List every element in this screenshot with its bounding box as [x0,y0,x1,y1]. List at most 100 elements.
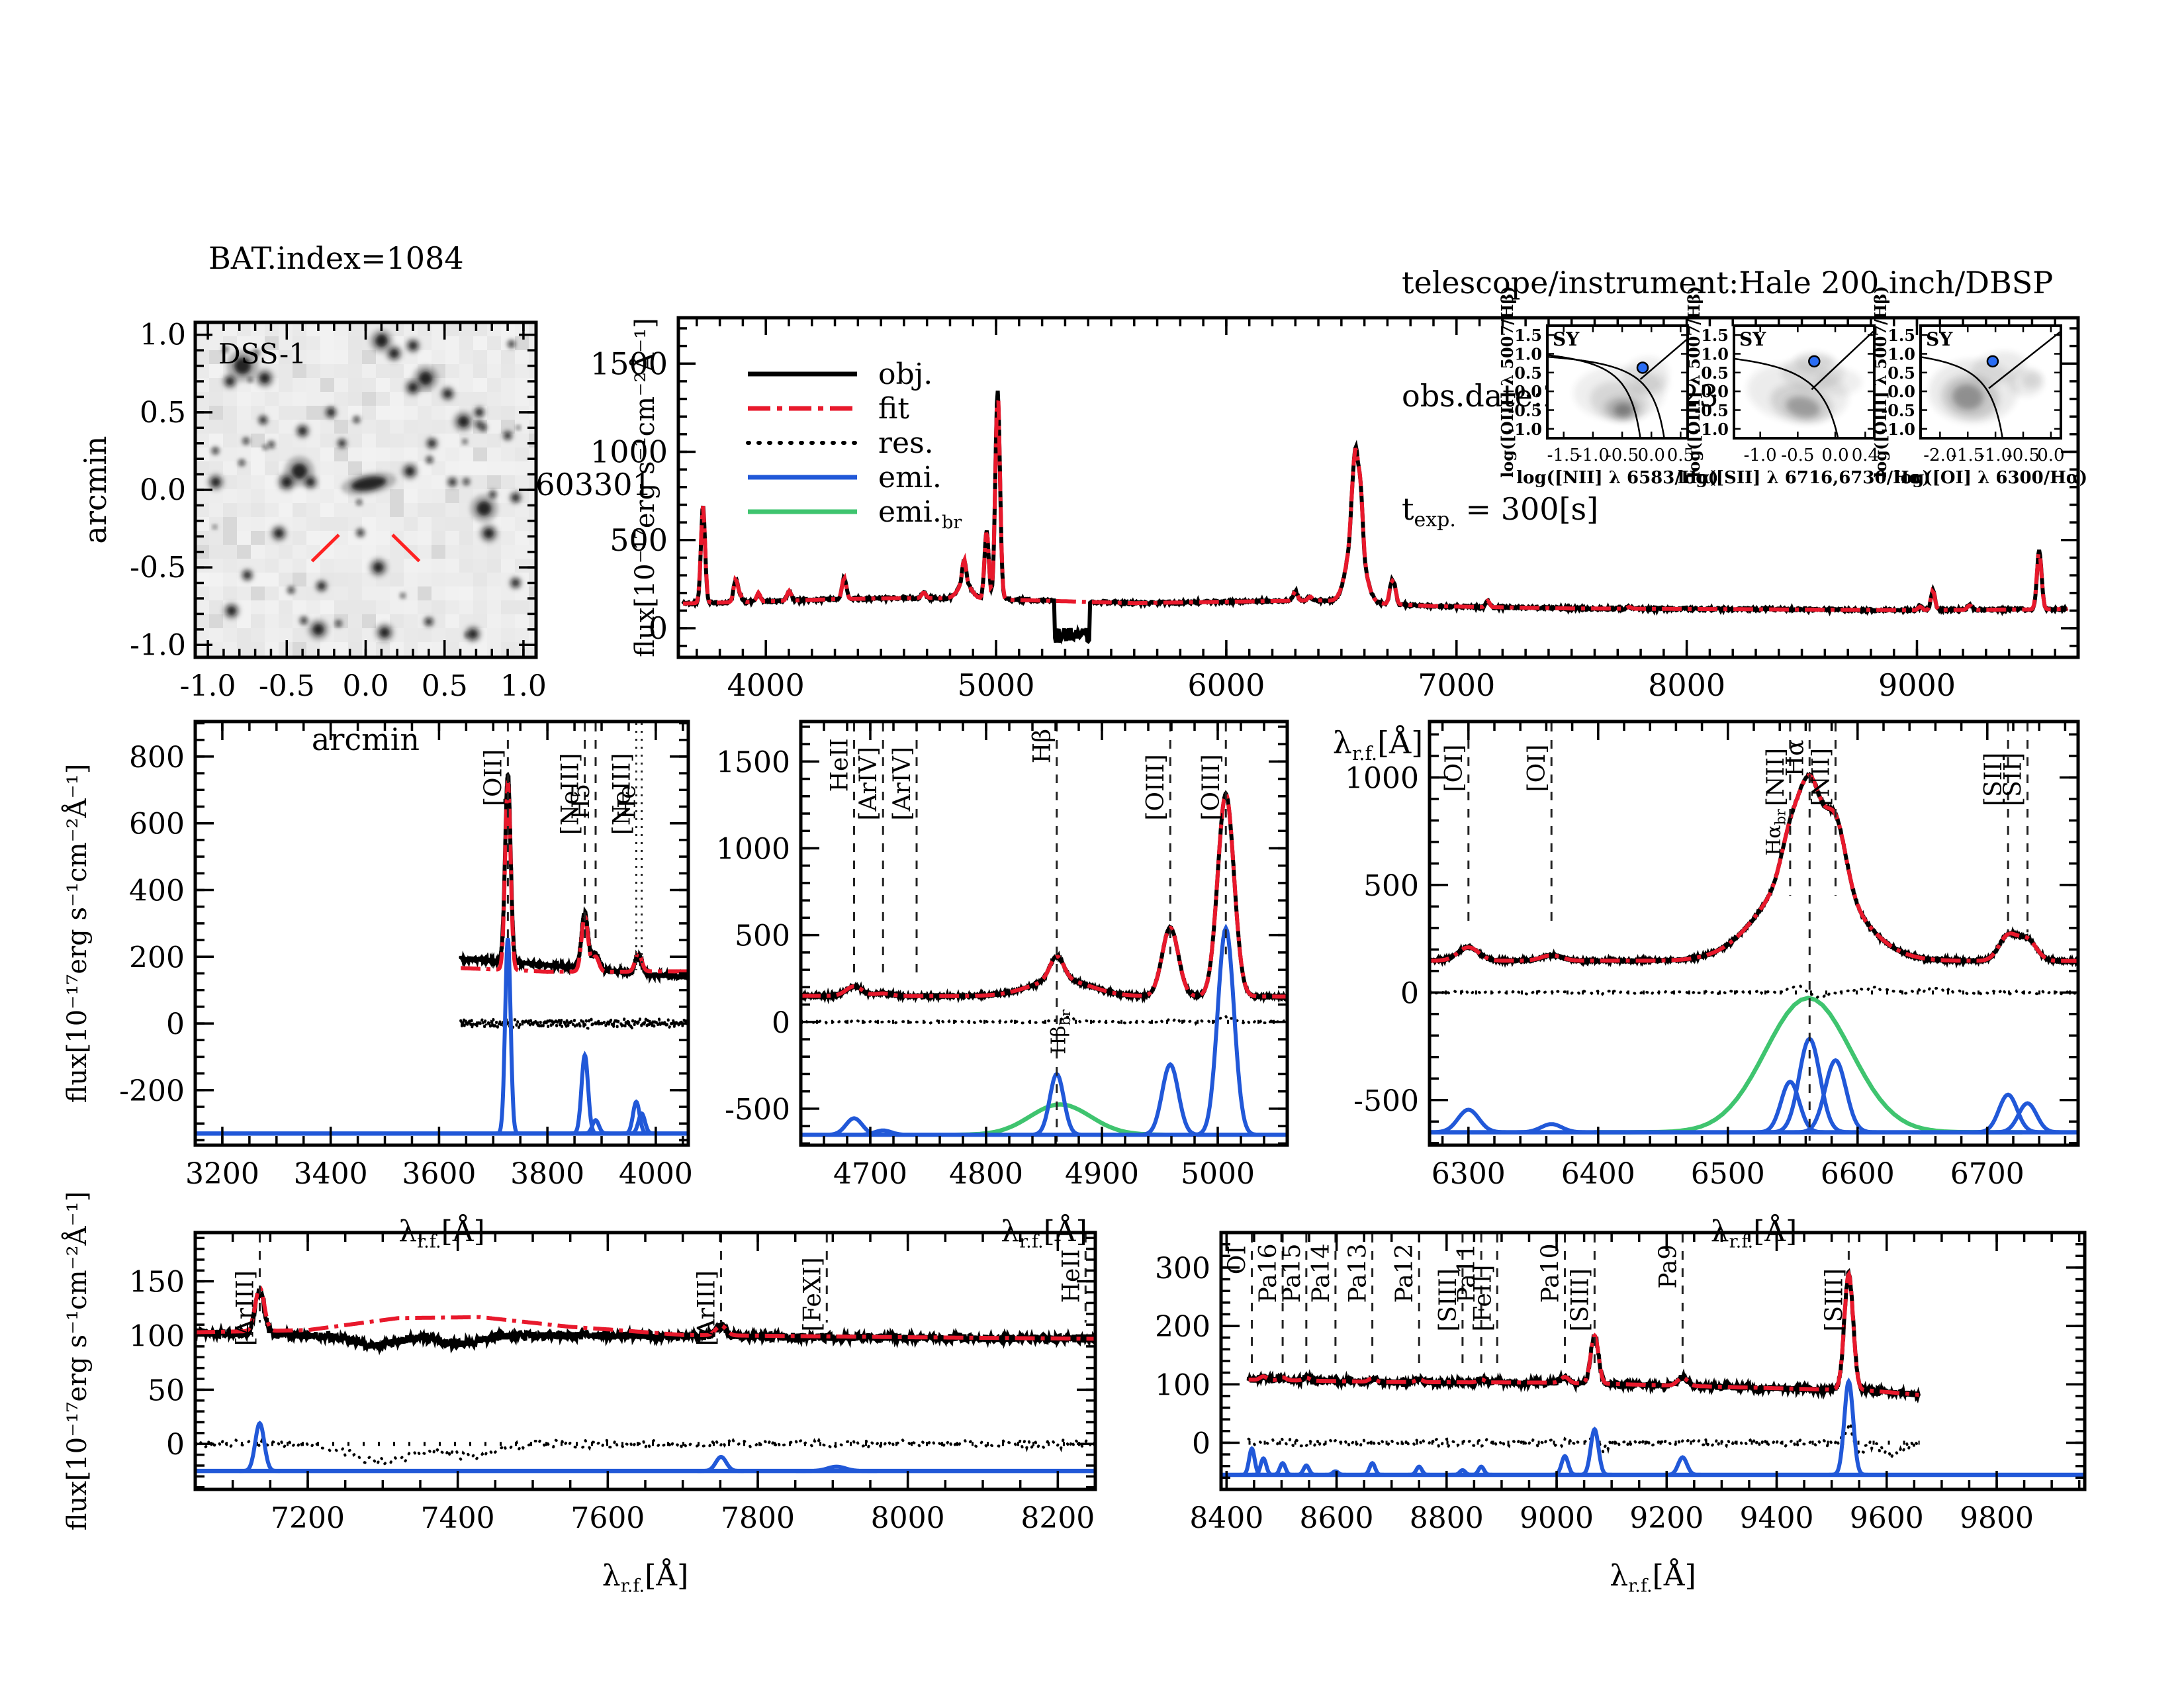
dss-y-tick: 0.5 [140,396,186,430]
bpt-x-tick: 0.0 [1821,445,1848,465]
seyfert-liner-line [1988,330,2061,389]
bpt-inset-2: -1.0 -0.5 0.0 0.4-1.0-0.50.00.51.01.5log([S… [1678,286,1931,488]
line-label-[NeIII]: [NeIII] [557,753,584,835]
bpt-y-tick: 0.5 [1888,363,1915,383]
panel-main: 4000 5000 6000 7000 8000 9000 0 500 1000 1500 λr.f… [590,316,2080,765]
x-tick-label: 8800 [1410,1501,1484,1535]
x-tick-label: 7200 [271,1501,345,1535]
x-tick-label: 7600 [570,1501,645,1535]
narrow-emission-component [796,1464,878,1474]
target-marker [310,534,340,563]
demarcation-curve [1921,356,2004,438]
panel-paschen: 8400 8600 8800 9000 9200 9400 9600 9800 0 100 200 3… [1155,1231,2087,1597]
bpt-x-tick: 0.0 [2037,445,2064,465]
y-tick-label: 1500 [716,745,790,779]
x-tick-label: 9200 [1629,1501,1704,1535]
bpt-x-label: log([OI] λ 6300/Hα) [1894,468,2087,488]
bpt-y-tick: -0.5 [1694,401,1729,420]
narrow-emission-component [697,1454,744,1474]
x-axis-label: λr.f.[Å] [1610,1558,1696,1597]
y-tick-label: 1000 [1345,761,1419,795]
line-label-Pa9: Pa9 [1655,1244,1682,1289]
bpt-y-tick: 0.5 [1514,363,1542,383]
line-label-[ArIII]: [ArIII] [693,1270,720,1346]
panel-frame [799,720,1289,1147]
bpt-x-tick: 0.4 [1852,445,1879,465]
line-label-OI: OI [1224,1245,1251,1274]
line-label-[ArIV]: [ArIV] [855,747,882,821]
x-tick-label: 6500 [1691,1157,1765,1191]
bpt-x-tick: 0.0 [1638,445,1665,465]
panel-frame [676,316,2080,659]
dss-x-tick: 0.0 [343,669,389,703]
x-tick-label: 6300 [1432,1157,1506,1191]
panel-frame [1428,720,2080,1147]
line-label-Pa15: Pa15 [1279,1244,1306,1303]
bpt-x-tick: -0.5 [1781,445,1814,465]
narrow-emission-component [1504,1122,1598,1135]
residual-trace [1247,1419,1921,1464]
dss-y-tick: 0.0 [140,473,186,507]
narrow-emission-component [1294,1463,1318,1477]
fit-spectrum [801,792,1287,999]
x-tick-label: 9600 [1850,1501,1924,1535]
density-blob [1633,372,1669,395]
residual-trace [195,1435,1095,1468]
x-axis-label: λr.f.[Å] [1333,724,1423,765]
y-tick-label: 0 [772,1006,790,1040]
line-label-[OIII]: [OIII] [1198,754,1225,820]
bpt-y-tick: -1.0 [1508,420,1542,439]
flux-axis-label: flux[10⁻¹⁷erg s⁻¹cm⁻²Å⁻¹] [62,1192,93,1531]
bpt-inset-1: -1.5-1.0-0.50.0 0.5-1.0-0.50.00.51.01.5lo… [1498,286,1719,488]
line-label-Pa12: Pa12 [1391,1244,1418,1303]
bpt-class-label: SY [1926,328,1953,350]
line-label-[SIII]: [SIII] [1435,1268,1462,1331]
flux-axis-label: flux[10⁻¹⁷erg s⁻¹cm⁻²Å⁻¹] [629,318,660,657]
y-tick-label: 400 [129,874,185,908]
object-spectrum [459,771,688,984]
bpt-y-tick: 0.0 [1701,382,1729,401]
narrow-emission-component [1967,1092,2048,1135]
y-tick-label: 150 [129,1266,185,1299]
x-tick-label: 8400 [1189,1501,1263,1535]
broad-emission-component [1594,996,2023,1135]
bpt-x-tick: -2.0 [1923,445,1956,465]
x-tick-label: 8200 [1021,1501,1095,1535]
bpt-inset-3: -2.0-1.5-1.0-0.50.0-1.0-0.50.00.51.01.5l… [1871,286,2087,488]
exposure-time: texp. = 300[s] [1402,491,1599,532]
line-label-Hβ: Hβbr [1048,1009,1075,1054]
dss-y-tick: -0.5 [130,551,186,585]
narrow-emission-component [1788,1058,1882,1135]
line-label-[OII]: [OII] [480,749,507,806]
fit-spectrum [1248,1270,1919,1397]
y-tick-label: 1000 [590,434,668,470]
bat-index: BAT.index=1084 [208,240,464,276]
residual-trace [801,1013,1287,1026]
x-tick-label: 3800 [510,1157,584,1191]
x-tick-label: 4700 [833,1157,907,1191]
demarcation-curve [1547,354,1641,438]
line-label-[FeII]: [FeII] [1469,1265,1496,1332]
x-tick-label: 3400 [294,1157,368,1191]
y-tick-label: 0 [649,610,668,646]
bpt-y-label: log([OIII] λ 5007/Hβ) [1498,286,1517,478]
line-label-Pa11: Pa11 [1453,1244,1480,1303]
x-tick-label: 9800 [1960,1501,2034,1535]
line-label-[ArIV]: [ArIV] [889,747,916,821]
x-tick-label: 7400 [421,1501,495,1535]
line-label-[FeXI]: [FeXI] [799,1257,826,1331]
x-tick-label: 8600 [1300,1501,1374,1535]
demarcation-curve [1734,357,1839,438]
bpt-y-tick: 1.5 [1514,326,1542,345]
narrow-emission-component [817,1116,889,1137]
bpt-x-label: log([SII] λ 6716,6730/Hα) [1678,468,1931,488]
narrow-emission-component [570,1051,600,1136]
dss-x-tick: 0.5 [422,669,468,703]
narrow-emission-component [627,1111,657,1136]
y-tick-label: 50 [148,1374,185,1407]
y-tick-label: 0 [166,1428,185,1462]
x-tick-label: 3200 [185,1157,259,1191]
y-tick-label: 200 [129,941,185,974]
